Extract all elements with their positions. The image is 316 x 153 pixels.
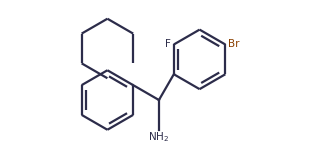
- Text: NH$_2$: NH$_2$: [149, 131, 169, 144]
- Text: Br: Br: [228, 39, 240, 49]
- Text: F: F: [165, 39, 171, 49]
